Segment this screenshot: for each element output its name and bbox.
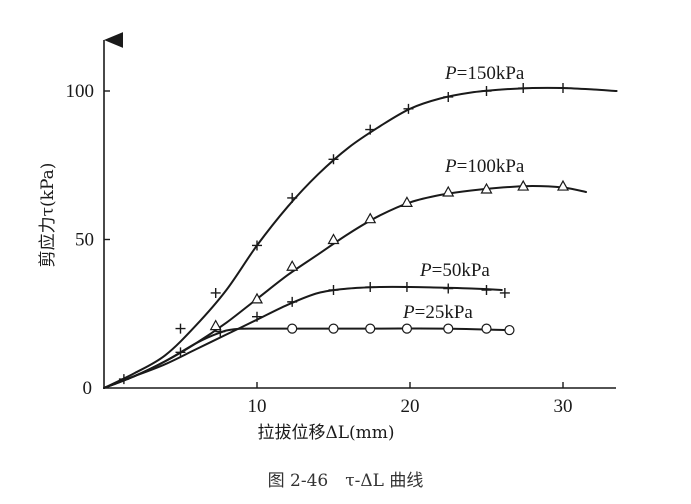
data-point-triangle (286, 259, 299, 271)
data-point-triangle (209, 319, 222, 331)
data-point-triangle (517, 179, 530, 191)
data-point-triangle (480, 182, 493, 194)
origin-label: 0 (83, 378, 93, 399)
series-label: P=150kPa (444, 63, 525, 84)
data-point-plus (443, 283, 454, 294)
data-point-plus (518, 83, 529, 94)
data-point-circle (365, 323, 376, 334)
data-point-plus (328, 284, 339, 295)
data-point-plus (328, 154, 339, 165)
series-line (103, 285, 503, 389)
data-point-plus (215, 326, 226, 337)
series-line (103, 327, 511, 389)
data-point-triangle (442, 185, 455, 197)
data-point-plus (175, 347, 186, 358)
data-point-plus (175, 323, 186, 334)
x-tick-label: 20 (401, 396, 420, 417)
data-point-circle (287, 323, 298, 334)
data-point-circle (504, 324, 515, 336)
data-point-triangle (327, 233, 340, 245)
data-point-plus (401, 282, 412, 293)
axes: 0 10 20 30 50 100 拉拔位移ΔL(mm) 剪应力τ(kPa) (38, 32, 616, 443)
data-point-circle (443, 323, 454, 334)
data-point-plus (287, 192, 298, 203)
x-tick-label: 30 (554, 396, 573, 417)
data-point-plus (403, 103, 414, 114)
series-curves (103, 86, 618, 389)
data-point-plus (365, 124, 376, 135)
data-point-plus (481, 284, 492, 295)
series-label: P=100kPa (444, 156, 525, 177)
data-point-triangle (400, 196, 413, 207)
data-point-plus (443, 91, 454, 102)
y-axis-title: 剪应力τ(kPa) (38, 163, 58, 268)
y-tick-label: 100 (66, 81, 95, 102)
figure-caption: 图 2-46 τ-ΔL 曲线 (267, 471, 424, 491)
x-axis-title: 拉拔位移ΔL(mm) (257, 423, 394, 443)
data-point-plus (252, 240, 262, 251)
data-point-triangle (364, 212, 377, 224)
data-point-plus (558, 83, 568, 94)
data-point-plus (118, 374, 129, 385)
data-point-plus (287, 296, 298, 307)
data-point-plus (499, 287, 510, 298)
x-tick-label: 10 (248, 396, 267, 417)
series-markers (118, 83, 570, 385)
series-label: P=50kPa (419, 260, 490, 281)
series-label: P=25kPa (402, 302, 473, 323)
data-point-circle (481, 323, 492, 334)
data-point-plus (481, 86, 492, 96)
series-line (103, 185, 587, 389)
data-point-triangle (250, 292, 264, 304)
data-point-plus (365, 282, 376, 293)
data-point-plus (252, 311, 262, 322)
data-point-triangle (556, 179, 570, 191)
data-point-circle (401, 323, 413, 334)
data-point-plus (210, 287, 221, 298)
series-line (103, 86, 618, 389)
y-tick-label: 50 (75, 230, 94, 251)
series-labels: P=150kPa P=100kPa P=50kPa P=25kPa (402, 63, 525, 323)
data-point-circle (328, 323, 339, 334)
